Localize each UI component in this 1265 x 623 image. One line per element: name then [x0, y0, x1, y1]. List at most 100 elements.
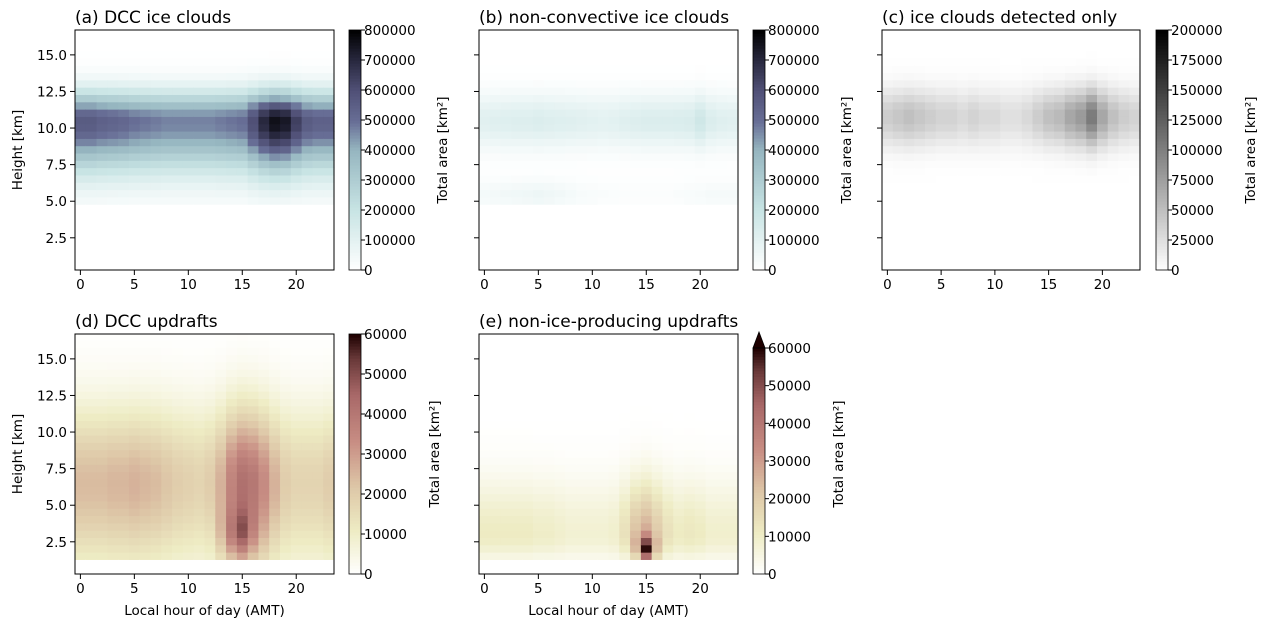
colorbar-swatch: [349, 30, 361, 34]
heatmap-cell: [662, 65, 674, 74]
colorbar-swatch: [753, 531, 765, 536]
heatmap-cell: [269, 240, 281, 249]
heatmap-cell: [684, 486, 696, 495]
heatmap-cell: [258, 486, 270, 495]
heatmap-cell: [554, 544, 566, 553]
heatmap-cell: [312, 101, 324, 110]
heatmap-cell: [925, 50, 937, 59]
heatmap-cell: [925, 167, 937, 176]
heatmap-cell: [554, 174, 566, 183]
heatmap-cell: [554, 262, 566, 271]
heatmap-cell: [705, 109, 718, 117]
heatmap-cell: [597, 94, 610, 103]
heatmap-cell: [1107, 248, 1120, 256]
heatmap-cell: [882, 138, 894, 147]
colorbar-swatch: [349, 39, 361, 43]
colorbar-swatch: [753, 69, 765, 73]
heatmap-cell: [500, 196, 512, 205]
heatmap-cell: [630, 87, 642, 95]
heatmap-cell: [107, 109, 119, 117]
heatmap-cell: [96, 182, 108, 191]
colorbar-swatch: [349, 117, 361, 121]
heatmap-cell: [978, 130, 991, 139]
colorbar-swatch: [349, 60, 361, 64]
heatmap-cell: [107, 240, 119, 249]
heatmap-cell: [269, 442, 281, 451]
heatmap-cell: [75, 130, 87, 139]
heatmap-cell: [1064, 87, 1077, 95]
heatmap-cell: [716, 427, 728, 436]
heatmap-cell: [1118, 248, 1130, 256]
heatmap-cell: [226, 334, 238, 341]
colorbar-tick-label: 200000: [364, 203, 416, 219]
heatmap-cell: [576, 456, 588, 465]
heatmap-cell: [312, 233, 324, 242]
heatmap-cell: [301, 57, 314, 66]
heatmap-cell: [673, 130, 685, 139]
heatmap-cell: [727, 152, 739, 161]
heatmap-cell: [554, 189, 566, 198]
heatmap-cell: [522, 233, 534, 242]
heatmap-cell: [1054, 182, 1066, 191]
colorbar-swatch: [753, 237, 765, 241]
heatmap-cell: [651, 233, 664, 242]
colorbar-swatch: [349, 192, 361, 196]
heatmap-cell: [107, 79, 119, 88]
heatmap-cell: [619, 211, 631, 220]
heatmap-cell: [630, 79, 642, 88]
colorbar-tick-label: 300000: [768, 173, 820, 189]
heatmap-cell: [619, 405, 631, 414]
x-tick-label: 15: [638, 277, 655, 293]
colorbar-swatch: [753, 57, 765, 61]
colorbar-swatch: [753, 412, 765, 417]
heatmap-cell: [118, 420, 130, 429]
colorbar-swatch: [349, 466, 361, 470]
heatmap-cell: [258, 434, 270, 443]
heatmap-cell: [640, 174, 653, 183]
heatmap-cell: [161, 167, 173, 176]
heatmap-cell: [301, 138, 314, 147]
heatmap-cell: [128, 420, 141, 429]
heatmap-cell: [935, 182, 948, 191]
heatmap-cell: [139, 167, 152, 176]
heatmap-cell: [619, 544, 631, 553]
heatmap-cell: [684, 544, 696, 553]
heatmap-cell: [247, 79, 260, 88]
heatmap-cell: [892, 35, 905, 44]
heatmap-cell: [215, 508, 227, 517]
heatmap-cell: [236, 262, 249, 271]
heatmap-cell: [323, 442, 335, 451]
heatmap-cell: [640, 530, 653, 539]
heatmap-cell: [727, 204, 739, 213]
heatmap-cell: [150, 391, 162, 399]
heatmap-cell: [75, 189, 87, 198]
heatmap-cell: [182, 35, 195, 44]
heatmap-cell: [716, 369, 728, 378]
heatmap-cell: [312, 248, 324, 256]
heatmap-cell: [543, 544, 556, 553]
colorbar-swatch: [753, 554, 765, 558]
heatmap-cell: [597, 174, 610, 183]
heatmap-cell: [312, 537, 324, 546]
heatmap-cell: [935, 50, 948, 59]
heatmap-cell: [925, 152, 937, 161]
heatmap-cell: [139, 420, 152, 429]
heatmap-cell: [727, 478, 739, 487]
colorbar-swatch: [753, 410, 765, 414]
heatmap-cell: [727, 369, 739, 378]
heatmap-cell: [236, 94, 249, 103]
heatmap-cell: [226, 420, 238, 429]
heatmap-cell: [204, 471, 216, 480]
colorbar-swatch: [349, 81, 361, 85]
heatmap-cell: [75, 493, 87, 502]
heatmap-cell: [1054, 30, 1066, 37]
heatmap-cell: [619, 35, 631, 44]
heatmap-cell: [597, 449, 610, 458]
heatmap-cell: [182, 50, 195, 59]
heatmap-cell: [705, 369, 718, 378]
heatmap-cell: [597, 189, 610, 198]
heatmap-cell: [280, 339, 292, 348]
heatmap-cell: [565, 35, 577, 44]
heatmap-cell: [75, 145, 87, 154]
colorbar-swatch: [753, 421, 765, 425]
